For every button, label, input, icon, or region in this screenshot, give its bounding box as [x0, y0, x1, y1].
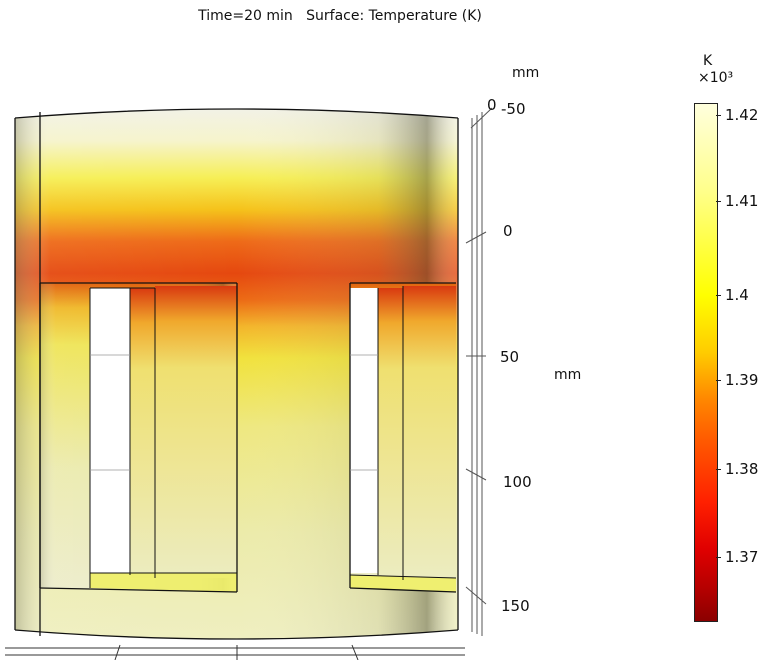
colorbar-tick-label: 1.4 [725, 286, 749, 304]
axis-corner-label: 0 [487, 96, 497, 114]
colorbar-tick [716, 295, 721, 296]
plot-title: Time=20 min Surface: Temperature (K) [198, 8, 482, 24]
axis-tick-label: 0 [503, 222, 513, 240]
colorbar-unit: K [703, 53, 713, 69]
colorbar-tick-label: 1.38 [725, 460, 759, 478]
axis-unit-label-side: mm [554, 367, 582, 383]
colorbar-tick [716, 380, 721, 381]
axis-tick-label: 100 [503, 473, 532, 491]
axis-tick-label: 50 [500, 348, 520, 366]
vertical-axis-rails [465, 107, 493, 636]
colorbar-tick-label: 1.42 [725, 106, 759, 124]
left-window-cutout [39, 282, 238, 593]
colorbar-tick [716, 469, 721, 470]
colorbar-tick [716, 115, 721, 116]
cylinder-outline [14, 108, 459, 640]
axis-tick-label: -50 [501, 100, 526, 118]
colorbar-multiplier: ×10³ [698, 70, 734, 86]
right-window-cutout [349, 282, 457, 593]
floor-gridlines [5, 644, 465, 660]
colorbar-tick-label: 1.39 [725, 371, 759, 389]
axis-tick-label: 150 [501, 597, 530, 615]
colorbar-tick [716, 557, 721, 558]
colorbar-tick [716, 201, 721, 202]
colorbar-tick-label: 1.37 [725, 548, 759, 566]
temperature-colorbar [694, 103, 718, 622]
axis-unit-label-top: mm [512, 65, 540, 81]
colorbar-tick-label: 1.41 [725, 192, 759, 210]
